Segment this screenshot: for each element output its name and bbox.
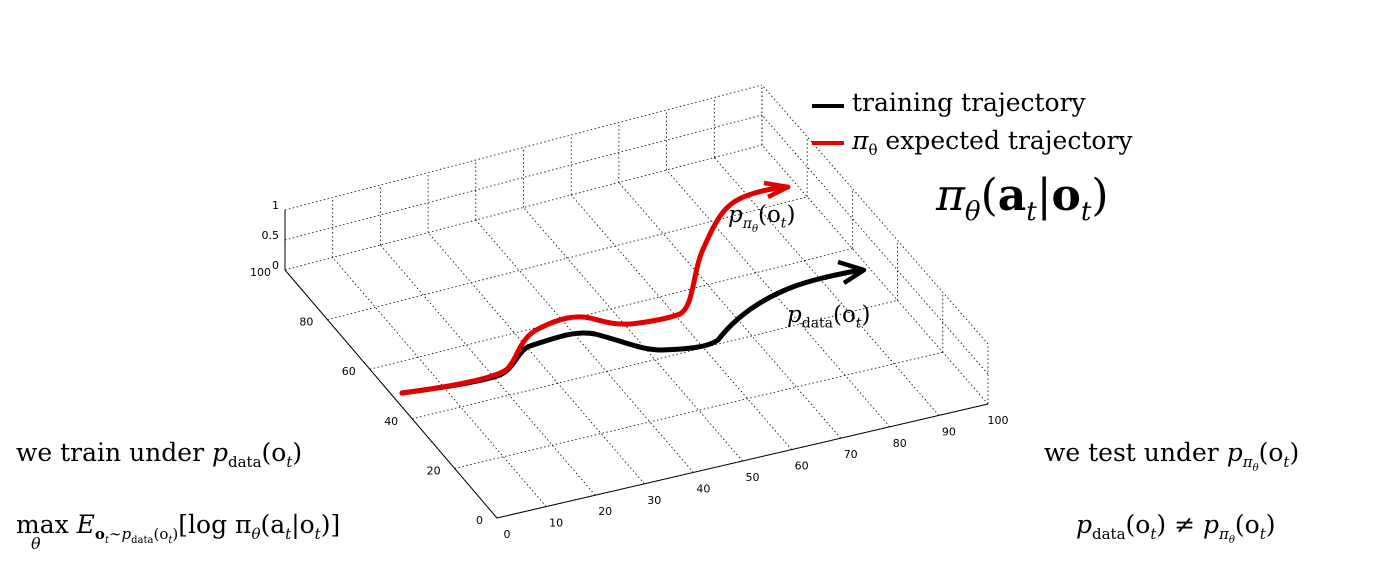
floor-gridline-y	[327, 196, 808, 320]
floor-gridline-x	[380, 244, 596, 496]
y-tick-label: 60	[342, 365, 356, 378]
side-wall-horizontal	[761, 84, 989, 345]
back-wall-horizontal	[284, 114, 763, 241]
train-under-text: we train under pdata(ot)	[16, 438, 303, 471]
x-axis-line	[496, 403, 989, 519]
expected-curve-label: pπθ(ot)	[728, 202, 796, 235]
expected-trajectory-curve	[399, 184, 791, 396]
floor-gridline-y	[412, 300, 898, 420]
x-tick-label: 10	[549, 517, 563, 530]
y-tick-label: 40	[384, 415, 398, 428]
floor-gridline-x	[570, 194, 792, 450]
x-tick-label: 40	[696, 482, 710, 495]
z-tick-label: 1	[272, 199, 279, 212]
floor-gridline-x	[761, 144, 989, 405]
x-tick-label: 60	[795, 460, 809, 473]
floor-gridline-y	[454, 351, 943, 469]
y-tick-label: 100	[250, 266, 271, 279]
x-tick-label: 30	[647, 494, 661, 507]
distribution-mismatch: pdata(ot) ≠ pπθ(ot)	[1076, 510, 1276, 546]
test-under-text: we test under pπθ(ot)	[1044, 438, 1300, 474]
policy-formula: πθ(at|ot)	[936, 170, 1109, 227]
legend-label-training: training trajectory	[852, 88, 1086, 117]
training-arrowhead	[837, 259, 867, 285]
floor-gridline-x	[666, 169, 891, 428]
x-tick-label: 100	[988, 414, 1009, 427]
floor-gridline-x	[713, 157, 940, 416]
training-objective: max θ Eot∼pdata(ot)[log πθ(at|ot)]	[16, 510, 341, 553]
y-axis-line	[284, 269, 498, 519]
y-tick-label: 80	[299, 316, 313, 329]
z-tick-label: 0	[272, 259, 279, 272]
z-tick-label: 0.5	[262, 229, 280, 242]
axes-grid	[284, 84, 989, 519]
x-tick-label: 70	[844, 448, 858, 461]
x-tick-label: 80	[893, 437, 907, 450]
expected-arrowhead	[763, 180, 791, 200]
x-tick-label: 50	[746, 471, 760, 484]
x-tick-label: 0	[504, 528, 511, 541]
floor-gridline-x	[332, 257, 547, 507]
floor-gridline-x	[475, 219, 694, 473]
y-tick-label: 0	[476, 514, 483, 527]
floor-gridline-x	[523, 207, 743, 462]
y-tick-label: 20	[427, 464, 441, 477]
training-curve-label: pdata(ot)	[787, 302, 871, 332]
floor-gridline-y	[369, 248, 853, 370]
x-tick-label: 90	[942, 425, 956, 438]
x-tick-label: 20	[598, 505, 612, 518]
floor-gridline-x	[618, 182, 842, 439]
legend-label-expected: πθ expected trajectory	[852, 126, 1133, 159]
side-wall-horizontal	[761, 114, 989, 375]
floor-gridline-x	[427, 232, 645, 485]
legend	[812, 104, 844, 145]
